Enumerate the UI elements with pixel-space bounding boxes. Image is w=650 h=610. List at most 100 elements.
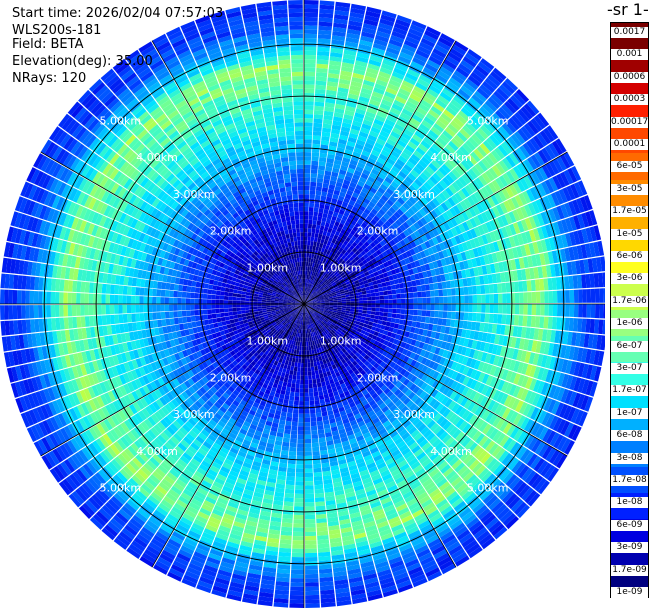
- range-gate: [312, 267, 316, 272]
- range-gate: [367, 307, 372, 311]
- range-gate: [482, 103, 495, 116]
- range-gate: [462, 320, 468, 330]
- range-gate: [498, 487, 512, 501]
- range-gate: [331, 215, 337, 222]
- range-gate: [319, 0, 335, 6]
- range-gate: [502, 261, 509, 272]
- range-gate: [339, 325, 345, 330]
- range-gate: [537, 328, 544, 341]
- range-gate: [391, 165, 401, 174]
- range-gate: [509, 411, 519, 424]
- range-gate: [449, 246, 457, 256]
- range-gate: [311, 438, 319, 444]
- range-gate: [341, 249, 347, 255]
- range-gate: [324, 222, 330, 228]
- range-gate: [476, 294, 482, 304]
- range-gate: [307, 240, 311, 246]
- range-gate: [462, 82, 476, 94]
- range-gate: [474, 130, 486, 143]
- range-gate: [408, 457, 419, 467]
- range-gate: [357, 382, 364, 389]
- range-gate: [310, 284, 313, 289]
- range-gate: [432, 197, 441, 207]
- range-gate: [448, 140, 459, 152]
- range-gate: [371, 91, 384, 99]
- range-gate: [399, 319, 405, 325]
- range-gate: [474, 483, 487, 495]
- range-gate: [432, 228, 440, 237]
- range-gate: [304, 232, 308, 237]
- range-gate: [317, 424, 324, 430]
- range-gate: [488, 313, 494, 324]
- range-gate: [556, 436, 568, 451]
- range-gate: [319, 333, 323, 338]
- range-gate: [305, 586, 319, 592]
- range-gate: [363, 454, 373, 462]
- range-gate: [366, 386, 374, 393]
- range-gate: [373, 385, 381, 393]
- range-gate: [467, 442, 478, 453]
- range-gate: [476, 394, 485, 405]
- range-gate: [458, 434, 469, 445]
- range-gate: [480, 285, 486, 294]
- range-gate: [546, 125, 559, 140]
- range-gate: [304, 173, 311, 178]
- range-gate: [468, 348, 476, 359]
- range-gate: [453, 215, 462, 225]
- range-gate: [352, 226, 359, 232]
- range-gate: [379, 354, 386, 361]
- range-gate: [309, 283, 312, 289]
- range-gate: [343, 49, 357, 56]
- range-gate: [507, 98, 520, 111]
- range-gate: [564, 317, 570, 331]
- range-gate: [555, 402, 565, 417]
- range-gate: [525, 327, 531, 339]
- range-gate: [305, 291, 308, 296]
- range-gate: [304, 388, 309, 393]
- range-gate: [570, 183, 580, 199]
- range-gate: [362, 119, 373, 127]
- range-gate: [354, 280, 360, 285]
- range-gate: [314, 326, 318, 331]
- range-gate: [373, 395, 382, 403]
- range-gate: [435, 355, 442, 364]
- range-gate: [431, 143, 442, 153]
- range-gate: [535, 316, 541, 328]
- range-gate: [495, 251, 503, 262]
- range-gate: [316, 55, 329, 61]
- range-gate: [372, 245, 379, 252]
- range-gate: [291, 421, 298, 427]
- range-gate: [400, 194, 409, 203]
- range-gate: [359, 191, 367, 198]
- range-gate: [304, 375, 308, 380]
- range-gate: [342, 58, 355, 65]
- range-gate: [556, 205, 565, 220]
- range-gate: [329, 378, 335, 385]
- range-gate: [350, 331, 356, 336]
- range-gate: [402, 202, 411, 211]
- range-gate: [445, 423, 455, 434]
- range-gate: [319, 296, 325, 299]
- range-gate: [310, 421, 317, 427]
- range-gate: [345, 426, 353, 433]
- range-gate: [316, 378, 321, 384]
- range-gate: [399, 182, 408, 191]
- range-gate: [426, 297, 431, 304]
- range-gate: [429, 512, 442, 523]
- range-gate: [524, 230, 533, 243]
- range-gate: [341, 308, 346, 311]
- range-gate: [418, 258, 425, 266]
- range-gate: [416, 219, 425, 228]
- range-gate: [403, 39, 418, 49]
- range-gate: [549, 415, 559, 430]
- range-gate: [337, 424, 345, 431]
- range-gate: [496, 240, 504, 251]
- range-gate: [376, 365, 383, 372]
- range-gate: [337, 91, 348, 98]
- range-gate: [358, 225, 365, 232]
- range-gate: [309, 266, 312, 271]
- range-gate: [388, 134, 399, 143]
- range-gate: [344, 221, 351, 227]
- range-gate: [445, 174, 455, 184]
- range-gate: [448, 456, 460, 467]
